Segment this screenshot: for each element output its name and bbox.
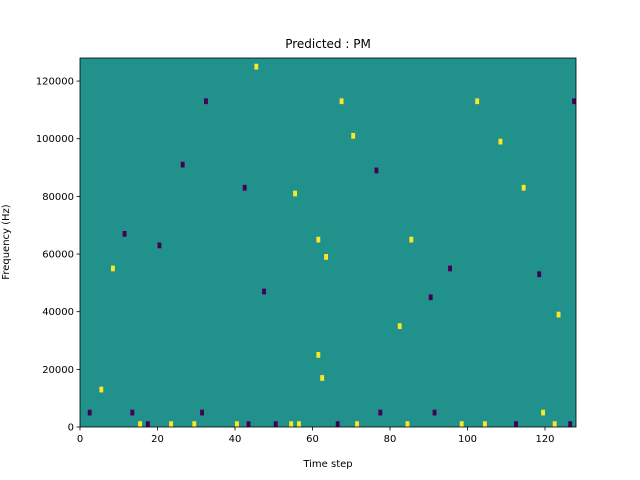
heatmap-cell-low: [378, 409, 383, 416]
y-tick-label: 60000: [42, 250, 74, 261]
heatmap-cell-low: [428, 294, 433, 301]
heatmap-cell-low: [273, 421, 278, 427]
x-axis-label: Time step: [302, 459, 352, 470]
plot-frame: [79, 57, 577, 428]
heatmap-cell-low: [537, 271, 542, 278]
heatmap-cell-high: [111, 265, 115, 272]
x-tick-label: 60: [306, 434, 319, 445]
heatmap-cell-low: [87, 409, 92, 416]
y-tick-label: 120000: [36, 77, 74, 88]
chart-title: Predicted : PM: [285, 37, 371, 51]
heatmap-cell-low: [262, 288, 266, 295]
heatmap-cell-low: [242, 184, 247, 191]
heatmap-cell-high: [405, 421, 410, 427]
heatmap-cell-low: [130, 409, 135, 416]
heatmap-cell-low: [145, 421, 150, 427]
x-tick-label: 120: [535, 434, 554, 445]
plot-area: [80, 58, 576, 427]
heatmap-cell-low: [448, 265, 452, 272]
heatmap-cell-high: [521, 184, 526, 191]
heatmap-cell-high: [541, 409, 545, 416]
heatmap-cell-high: [556, 311, 561, 318]
heatmap-cell-high: [409, 236, 414, 243]
heatmap-cell-low: [246, 421, 251, 427]
heatmap-cell-low: [180, 161, 185, 168]
heatmap-cell-high: [293, 190, 297, 197]
heatmap-cell-high: [192, 421, 197, 427]
heatmap-cell-high: [552, 421, 557, 427]
x-axis: 0 20 40 60 80 100 120: [77, 427, 555, 445]
heatmap-cell-low: [572, 98, 576, 105]
heatmap-cell-high: [355, 421, 359, 427]
heatmap-cell-high: [320, 375, 325, 381]
heatmap-cell-low: [374, 167, 379, 174]
heatmap-cell-high: [99, 386, 104, 393]
x-tick-label: 80: [384, 434, 397, 445]
heatmap-cell-high: [459, 421, 464, 427]
heatmap-cell-high: [316, 352, 321, 358]
heatmap-cell-high: [169, 421, 173, 427]
heatmap-cell-low: [157, 242, 162, 249]
x-tick-label: 100: [458, 434, 477, 445]
heatmap-cell-low: [432, 409, 437, 416]
heatmap-cell-high: [475, 98, 480, 105]
heatmap-cell-high: [138, 421, 142, 427]
heatmap-cell-high: [254, 63, 259, 70]
y-tick-label: 40000: [42, 307, 74, 318]
y-tick-label: 80000: [42, 192, 74, 203]
y-tick-label: 100000: [36, 134, 74, 145]
heatmap-cell-high: [483, 421, 487, 427]
x-tick-label: 20: [151, 434, 164, 445]
heatmap-cell-high: [339, 98, 344, 105]
heatmap-cell-low: [568, 421, 573, 427]
heatmap-cell-low: [204, 98, 208, 105]
heatmap-cell-high: [324, 254, 328, 260]
y-tick-label: 20000: [42, 365, 74, 376]
heatmap-cell-low: [200, 409, 204, 416]
x-tick-label: 40: [229, 434, 242, 445]
heatmap-cell-high: [351, 132, 356, 139]
heatmap-cell-high: [397, 323, 402, 329]
y-axis-label: Frequency (Hz): [1, 204, 12, 280]
heatmap-cell-high: [297, 421, 301, 427]
heatmap-cell-high: [235, 421, 239, 427]
heatmap-cell-low: [514, 421, 518, 427]
heatmap-cell-high: [498, 138, 503, 145]
heatmap-cell-low: [335, 421, 340, 427]
heatmap-cell-high: [316, 236, 321, 243]
x-tick-label: 0: [77, 434, 83, 445]
heatmap-cell-high: [289, 421, 294, 427]
y-axis: 0 20000 40000 60000 80000 100000 120000: [36, 77, 80, 434]
heatmap-cell-low: [122, 230, 127, 237]
heatmap-cells: [87, 63, 576, 427]
y-tick-label: 0: [68, 423, 74, 434]
